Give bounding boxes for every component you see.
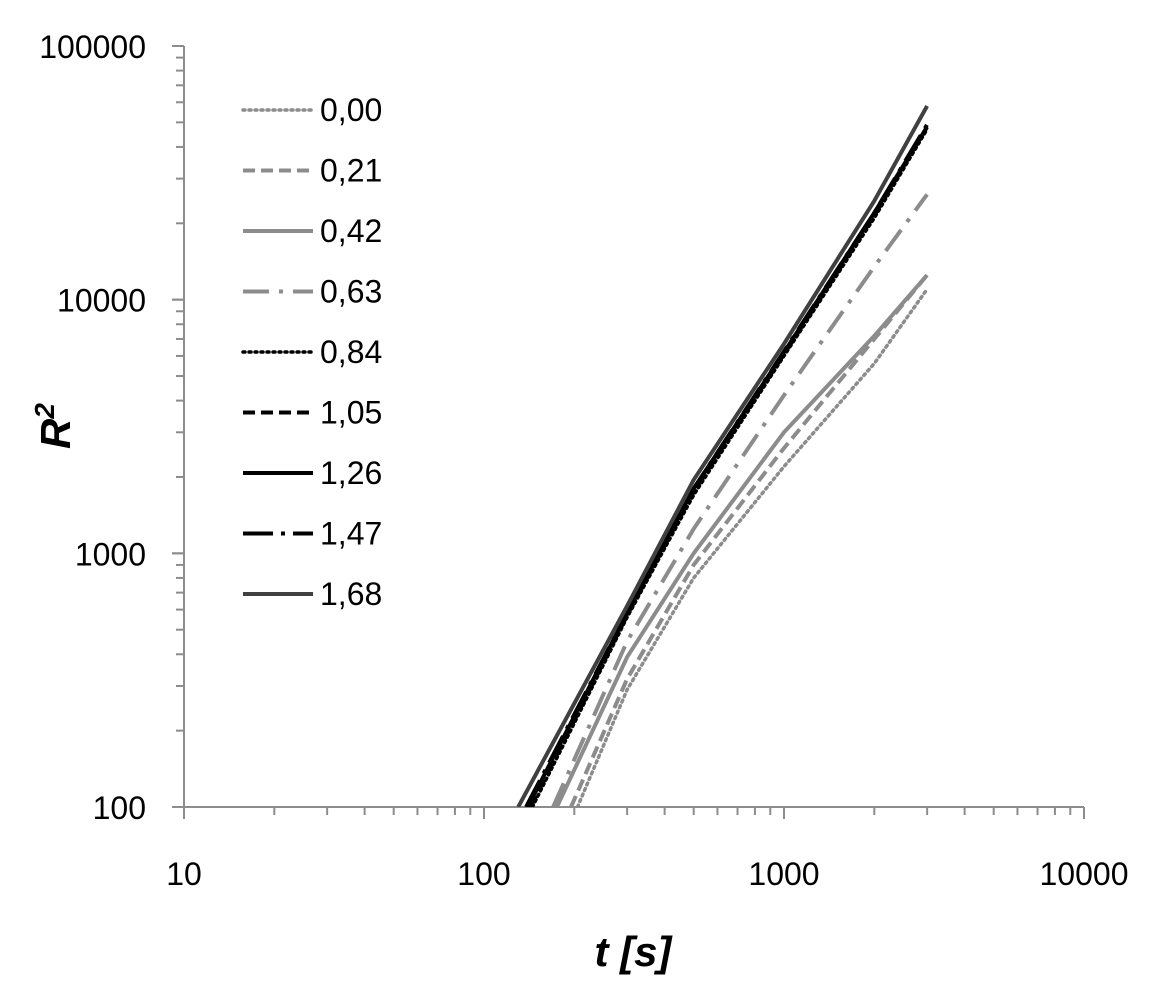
axes: 10 100 1000 10000 100 1000 10000 100000 [39, 29, 1128, 892]
series-line-7 [524, 123, 929, 807]
y-axis-title: R [32, 418, 79, 449]
svg-text:R2: R2 [29, 403, 79, 449]
series-line-4 [530, 127, 929, 807]
x-axis-title: t [s] [595, 928, 674, 975]
y-tick-label: 100000 [39, 29, 146, 65]
legend: 0,00 0,21 0,42 0,63 0,84 1,05 1,26 1,47 1,68 [241, 92, 382, 612]
y-tick-label: 10000 [57, 283, 146, 319]
series-line-3 [551, 193, 929, 807]
series-line-5 [528, 125, 929, 807]
legend-label-5: 1,05 [320, 395, 382, 431]
legend-label-1: 0,21 [320, 153, 382, 189]
y-axis-title-group: R2 [29, 403, 79, 449]
series-line-2 [555, 273, 929, 807]
legend-label-2: 0,42 [320, 213, 382, 249]
legend-label-4: 0,84 [320, 334, 382, 370]
y-axis-title-superscript: 2 [29, 403, 60, 420]
legend-label-8: 1,68 [320, 576, 382, 612]
legend-label-6: 1,26 [320, 455, 382, 491]
legend-label-7: 1,47 [320, 516, 382, 552]
series-line-0 [575, 287, 929, 807]
y-tick-label: 100 [93, 790, 146, 826]
x-tick-label: 10 [166, 856, 202, 892]
series-line-8 [516, 105, 929, 807]
legend-label-0: 0,00 [320, 92, 382, 128]
x-tick-label: 10000 [1040, 856, 1129, 892]
x-tick-label: 100 [457, 856, 510, 892]
x-tick-label: 1000 [748, 856, 819, 892]
legend-label-3: 0,63 [320, 274, 382, 310]
y-tick-label: 1000 [75, 536, 146, 572]
series-line-1 [569, 273, 929, 807]
series-layer [516, 105, 929, 807]
